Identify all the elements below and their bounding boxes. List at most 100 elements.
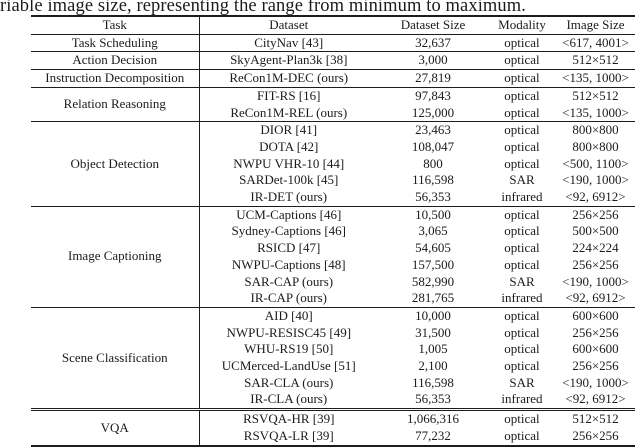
task-cell: Image Captioning: [31, 205, 200, 308]
table-row: SARDet-100k [45] 116,598 SAR <190, 1000>: [31, 172, 635, 189]
dataset-table: Task Dataset Dataset Size Modality Image…: [31, 15, 635, 447]
image-size-cell: <135, 1000>: [562, 104, 629, 120]
table-row: Scene Classification AID [40] 10,000 optica…: [31, 306, 635, 410]
dataset-cell: Sydney-Captions [46]: [231, 223, 346, 239]
dataset-size-cell: 27,819: [378, 69, 488, 88]
header-image-size: Image Size: [556, 16, 635, 35]
table-row: ReCon1M-REL (ours) 125,000 optical <135, 10…: [31, 105, 635, 122]
table-row: Task Scheduling CityNav [43] 32,637 optical…: [31, 33, 635, 52]
dataset-cell: DIOR [41]: [199, 121, 378, 139]
dataset-cell: WHU-RS19 [50]: [244, 341, 334, 357]
dataset-size-cell: 3,000: [378, 51, 488, 70]
modality-cell: optical: [504, 240, 540, 256]
modality-cell: optical: [504, 358, 540, 374]
header-row: Task Dataset Dataset Size Modality Image…: [31, 16, 635, 35]
image-size-cell: 256×256: [572, 427, 619, 443]
header-dataset: Dataset: [199, 16, 378, 35]
dataset-size-cell: 582,990: [411, 273, 455, 289]
image-size-cell: <190, 1000>: [562, 273, 629, 289]
modality-cell: optical: [488, 86, 556, 105]
dataset-cell: SAR-CAP (ours): [244, 273, 334, 289]
table-row: IR-CAP (ours) 281,765 infrared <92, 6912>: [31, 290, 635, 307]
dataset-cell: IR-CAP (ours): [250, 290, 327, 306]
dataset-size-cell: 125,000: [411, 104, 455, 120]
modality-cell: infrared: [501, 290, 543, 306]
image-size-cell: <190, 1000>: [562, 374, 629, 390]
dataset-size-cell: 3,065: [418, 223, 448, 239]
modality-cell: optical: [504, 324, 540, 340]
image-size-cell: <190, 1000>: [562, 172, 629, 188]
modality-cell: optical: [504, 155, 540, 171]
modality-cell: infrared: [501, 189, 543, 205]
table-row: NWPU VHR-10 [44] 800 optical <500, 1100>: [31, 156, 635, 173]
dataset-size-cell: 31,500: [415, 324, 451, 340]
modality-cell: optical: [488, 69, 556, 88]
dataset-cell: UCM-Captions [46]: [199, 205, 378, 224]
image-size-cell: <500, 1100>: [562, 155, 629, 171]
modality-cell: optical: [504, 223, 540, 239]
modality-cell: optical: [488, 33, 556, 52]
dataset-size-cell: 108,047: [411, 138, 455, 154]
dataset-cell: ReCon1M-REL (ours): [230, 104, 348, 120]
table-row: SAR-CAP (ours) 582,990 SAR <190, 1000>: [31, 274, 635, 291]
table-row: WHU-RS19 [50] 1,005 optical 600×600: [31, 341, 635, 358]
header-task: Task: [31, 16, 200, 35]
image-size-cell: 256×256: [572, 358, 619, 374]
table-row: Relation Reasoning FIT-RS [16] 97,843 optic…: [31, 86, 635, 122]
table-row: Sydney-Captions [46] 3,065 optical 500×500: [31, 223, 635, 240]
dataset-size-cell: 10,000: [378, 306, 488, 325]
table-row: IR-CLA (ours) 56,353 infrared <92, 6912>: [31, 391, 635, 409]
image-size-cell: 256×256: [572, 256, 619, 272]
task-cell: Action Decision: [31, 51, 200, 70]
dataset-cell: SkyAgent-Plan3k [38]: [199, 51, 378, 70]
dataset-size-cell: 97,843: [378, 86, 488, 105]
table-row: Object Detection DIOR [41] 23,463 optical 80…: [31, 121, 635, 207]
task-cell: Relation Reasoning: [31, 86, 200, 122]
dataset-cell: IR-CLA (ours): [250, 391, 328, 407]
table-row: IR-DET (ours) 56,353 infrared <92, 6912>: [31, 189, 635, 206]
dataset-cell: FIT-RS [16]: [199, 86, 378, 105]
dataset-cell: RSVQA-LR [39]: [243, 427, 334, 443]
dataset-size-cell: 1,005: [418, 341, 448, 357]
modality-cell: optical: [504, 104, 540, 120]
modality-cell: optical: [504, 138, 540, 154]
image-size-cell: 256×256: [572, 324, 619, 340]
dataset-size-cell: 157,500: [411, 256, 455, 272]
task-cell: Object Detection: [31, 121, 200, 207]
task-cell: Scene Classification: [31, 306, 200, 410]
table-row: UCMerced-LandUse [51] 2,100 optical 256×256: [31, 358, 635, 375]
dataset-table-container: Task Dataset Dataset Size Modality Image…: [31, 15, 635, 447]
modality-cell: SAR: [509, 172, 535, 188]
task-cell: Instruction Decomposition: [31, 69, 200, 88]
table-row: SAR-CLA (ours) 116,598 SAR <190, 1000>: [31, 375, 635, 392]
image-size-cell: 500×500: [572, 223, 619, 239]
table-row: Instruction Decomposition ReCon1M-DEC (ou…: [31, 69, 635, 88]
image-size-cell: 224×224: [572, 240, 619, 256]
image-size-cell: <135, 1000>: [556, 69, 635, 88]
image-size-cell: <92, 6912>: [565, 290, 626, 306]
table-row: Image Captioning UCM-Captions [46] 10,500 o…: [31, 205, 635, 308]
table-caption: riable image size, representing the rang…: [0, 0, 526, 16]
dataset-cell: RSICD [47]: [257, 240, 321, 256]
image-size-cell: 512×512: [556, 408, 635, 428]
dataset-size-cell: 281,765: [411, 290, 455, 306]
image-size-cell: 800×800: [556, 121, 635, 139]
table-row: RSICD [47] 54,605 optical 224×224: [31, 240, 635, 257]
dataset-cell: RSVQA-HR [39]: [199, 408, 378, 428]
modality-cell: optical: [504, 341, 540, 357]
dataset-cell: CityNav [43]: [199, 33, 378, 52]
dataset-size-cell: 10,500: [378, 205, 488, 224]
dataset-cell: SARDet-100k [45]: [239, 172, 339, 188]
task-cell: VQA: [31, 408, 200, 446]
header-dataset-size: Dataset Size: [378, 16, 488, 35]
table-body: Task Scheduling CityNav [43] 32,637 optical…: [31, 33, 635, 446]
table-row: Action Decision SkyAgent-Plan3k [38] 3,000…: [31, 51, 635, 70]
dataset-size-cell: 1,066,316: [378, 408, 488, 428]
modality-cell: optical: [504, 256, 540, 272]
dataset-cell: NWPU-Captions [48]: [231, 256, 346, 272]
image-size-cell: 256×256: [556, 205, 635, 224]
dataset-cell: NWPU-RESISC45 [49]: [226, 324, 352, 340]
table-row: DOTA [42] 108,047 optical 800×800: [31, 139, 635, 156]
dataset-cell: SAR-CLA (ours): [244, 374, 334, 390]
dataset-size-cell: 54,605: [415, 240, 451, 256]
